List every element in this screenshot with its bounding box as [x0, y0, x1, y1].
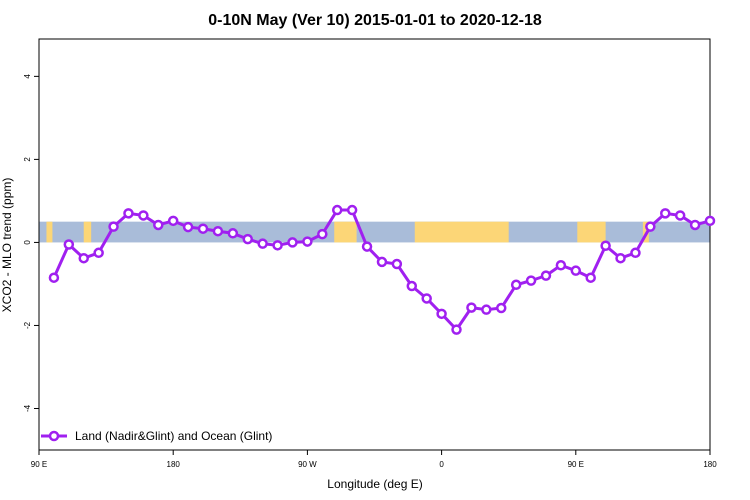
data-point: [645, 221, 656, 232]
data-point: [391, 258, 403, 270]
legend: Land (Nadir&Glint) and Ocean (Glint): [41, 429, 272, 443]
x-tick-label: 180: [703, 460, 717, 469]
legend-marker: [48, 430, 60, 442]
data-point: [630, 247, 641, 259]
land-patch: [46, 221, 53, 243]
data-point: [242, 233, 254, 245]
data-point: [600, 240, 611, 251]
data-point: [317, 228, 328, 240]
x-axis-label: Longitude (deg E): [327, 477, 422, 491]
data-point: [570, 265, 582, 276]
x-tick-label: 0: [439, 460, 444, 469]
data-point: [451, 324, 462, 335]
y-tick-label: -4: [23, 404, 32, 412]
data-point: [615, 252, 626, 264]
band-layer: [39, 221, 710, 243]
x-tick-label: 90 W: [298, 460, 317, 469]
y-axis-label: XCO2 - MLO trend (ppm): [0, 178, 14, 313]
data-point: [346, 204, 358, 216]
data-point: [93, 247, 104, 259]
data-point: [108, 221, 119, 232]
series-layer: [48, 204, 716, 335]
data-point: [257, 238, 268, 249]
data-point: [555, 260, 567, 271]
x-tick-label: 90 E: [31, 460, 47, 469]
data-point: [674, 210, 686, 221]
legend-label: Land (Nadir&Glint) and Ocean (Glint): [75, 429, 272, 443]
data-point: [182, 221, 194, 233]
land-patch: [414, 221, 509, 243]
y-tick-label: 4: [23, 74, 32, 79]
land-patch: [577, 221, 606, 243]
data-point: [704, 215, 716, 227]
land-patch: [334, 221, 357, 243]
plot-frame: [38, 38, 711, 451]
data-point: [63, 239, 75, 250]
data-point: [153, 219, 164, 231]
data-point: [510, 279, 522, 291]
plot-border: [38, 38, 711, 451]
data-point: [466, 302, 477, 313]
y-tick-label: 0: [23, 240, 32, 245]
data-point: [421, 293, 432, 304]
data-point: [48, 272, 60, 283]
chart-title: 0-10N May (Ver 10) 2015-01-01 to 2020-12…: [208, 12, 542, 29]
data-point: [302, 236, 313, 247]
x-tick-label: 180: [167, 460, 181, 469]
data-point: [660, 208, 671, 219]
data-point: [331, 204, 343, 216]
data-point: [123, 208, 134, 219]
x-tick-label: 90 E: [568, 460, 584, 469]
data-point: [272, 240, 283, 251]
data-point: [227, 228, 239, 239]
data-point: [495, 302, 507, 314]
data-point: [481, 304, 492, 315]
data-point: [585, 272, 596, 283]
y-tick-label: 2: [23, 157, 32, 162]
data-point: [689, 219, 701, 231]
data-point: [376, 256, 388, 268]
data-point: [78, 252, 89, 264]
data-point: [361, 241, 373, 252]
y-tick-label: -2: [23, 321, 32, 329]
data-point: [167, 215, 179, 227]
data-point: [540, 270, 552, 281]
ocean-band: [39, 221, 710, 243]
data-point: [212, 225, 224, 237]
data-point: [138, 210, 149, 221]
data-point: [287, 237, 298, 248]
y-axis: -4 -2 0 2 4: [23, 74, 39, 412]
data-point: [525, 275, 537, 286]
data-point: [197, 223, 209, 234]
data-point: [436, 308, 447, 320]
x-axis: 90 E 180 90 W 0 90 E 180: [31, 450, 717, 469]
land-patch: [83, 221, 92, 243]
data-point: [406, 280, 418, 292]
